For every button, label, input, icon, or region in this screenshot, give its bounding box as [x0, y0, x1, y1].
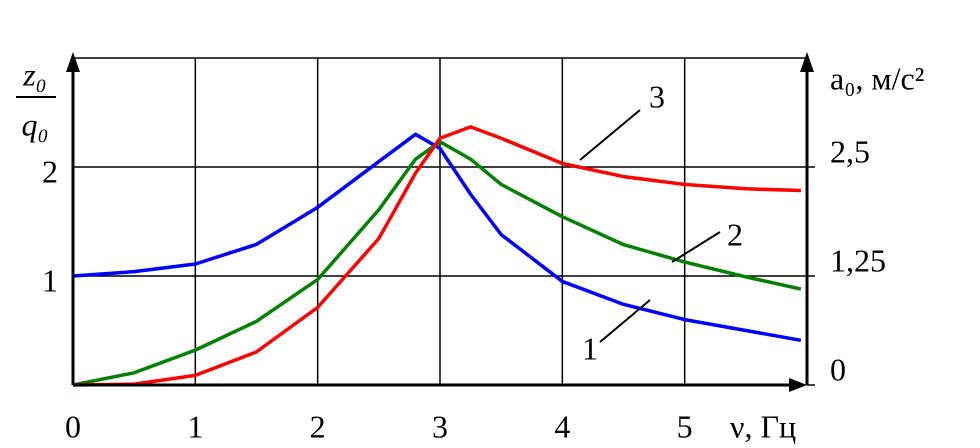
y-label-denominator: q₀ [21, 106, 48, 142]
y-tick-label: 1 [42, 262, 58, 298]
leader-line [579, 109, 641, 161]
curve [72, 125, 801, 387]
curves [72, 125, 802, 387]
curve [72, 139, 802, 387]
curve-label: 2 [727, 216, 743, 252]
y2-tick-label: 1,25 [830, 242, 886, 278]
curve-label: 3 [649, 78, 665, 114]
curve-label: 1 [582, 330, 598, 366]
y2-tick-label: 2,5 [830, 133, 870, 169]
curve [72, 132, 802, 343]
x-tick-label: 1 [187, 408, 203, 444]
y-tick-label: 2 [42, 153, 58, 189]
leader-line [599, 299, 651, 343]
grid [73, 58, 815, 386]
x-axis-arrow [789, 378, 807, 392]
x-tick-label: 2 [310, 408, 326, 444]
x-tick-label: 5 [677, 408, 693, 444]
y2-label: a₀, м/с² [830, 60, 924, 96]
x-label: ν, Гц [730, 408, 796, 444]
y-axis-arrow [66, 52, 80, 72]
x-tick-label: 4 [554, 408, 570, 444]
x-tick-label: 0 [65, 408, 81, 444]
y2-tick-label: 0 [830, 351, 846, 387]
y2-axis-arrow [800, 52, 814, 72]
leader-line [671, 231, 721, 263]
y-label-numerator: z₀ [22, 56, 47, 92]
x-tick-label: 3 [432, 408, 448, 444]
